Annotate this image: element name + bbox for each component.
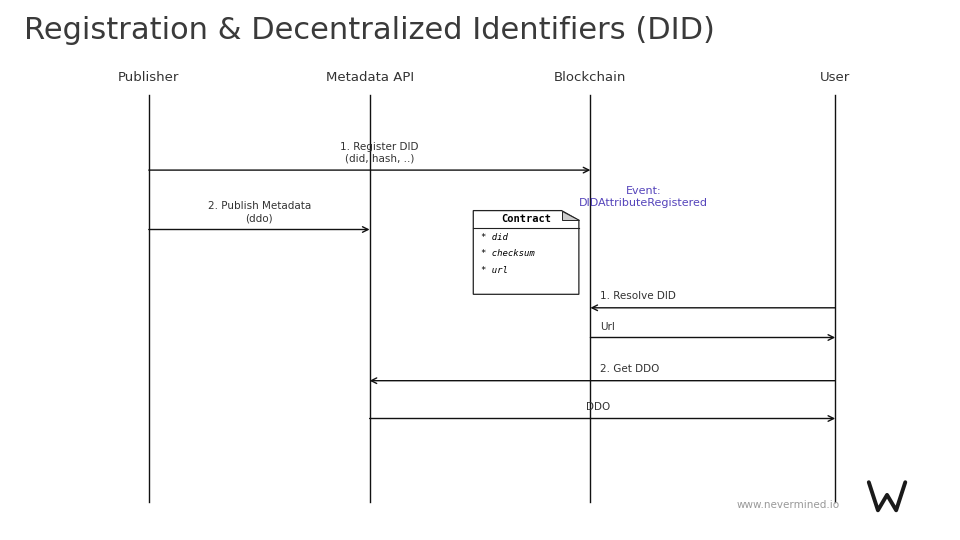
Text: User: User [820,71,851,84]
Text: * did: * did [481,233,508,242]
Text: * checksum: * checksum [481,249,535,258]
Text: Registration & Decentralized Identifiers (DID): Registration & Decentralized Identifiers… [24,16,715,45]
Text: Blockchain: Blockchain [554,71,627,84]
Text: Publisher: Publisher [118,71,180,84]
Text: Event:
DIDAttributeRegistered: Event: DIDAttributeRegistered [579,186,708,208]
Text: 1. Resolve DID: 1. Resolve DID [600,291,676,301]
Text: Url: Url [600,322,614,332]
Polygon shape [473,211,579,294]
Text: 1. Register DID
(did, hash, ..): 1. Register DID (did, hash, ..) [340,142,419,164]
Text: Metadata API: Metadata API [325,71,414,84]
Text: 2. Publish Metadata
(ddo): 2. Publish Metadata (ddo) [207,201,311,223]
Text: DDO: DDO [586,402,610,412]
Text: 2. Get DDO: 2. Get DDO [600,364,660,374]
Text: Contract: Contract [501,214,551,224]
Polygon shape [562,211,579,220]
Text: www.nevermined.io: www.nevermined.io [737,500,840,510]
Text: * url: * url [481,266,508,274]
